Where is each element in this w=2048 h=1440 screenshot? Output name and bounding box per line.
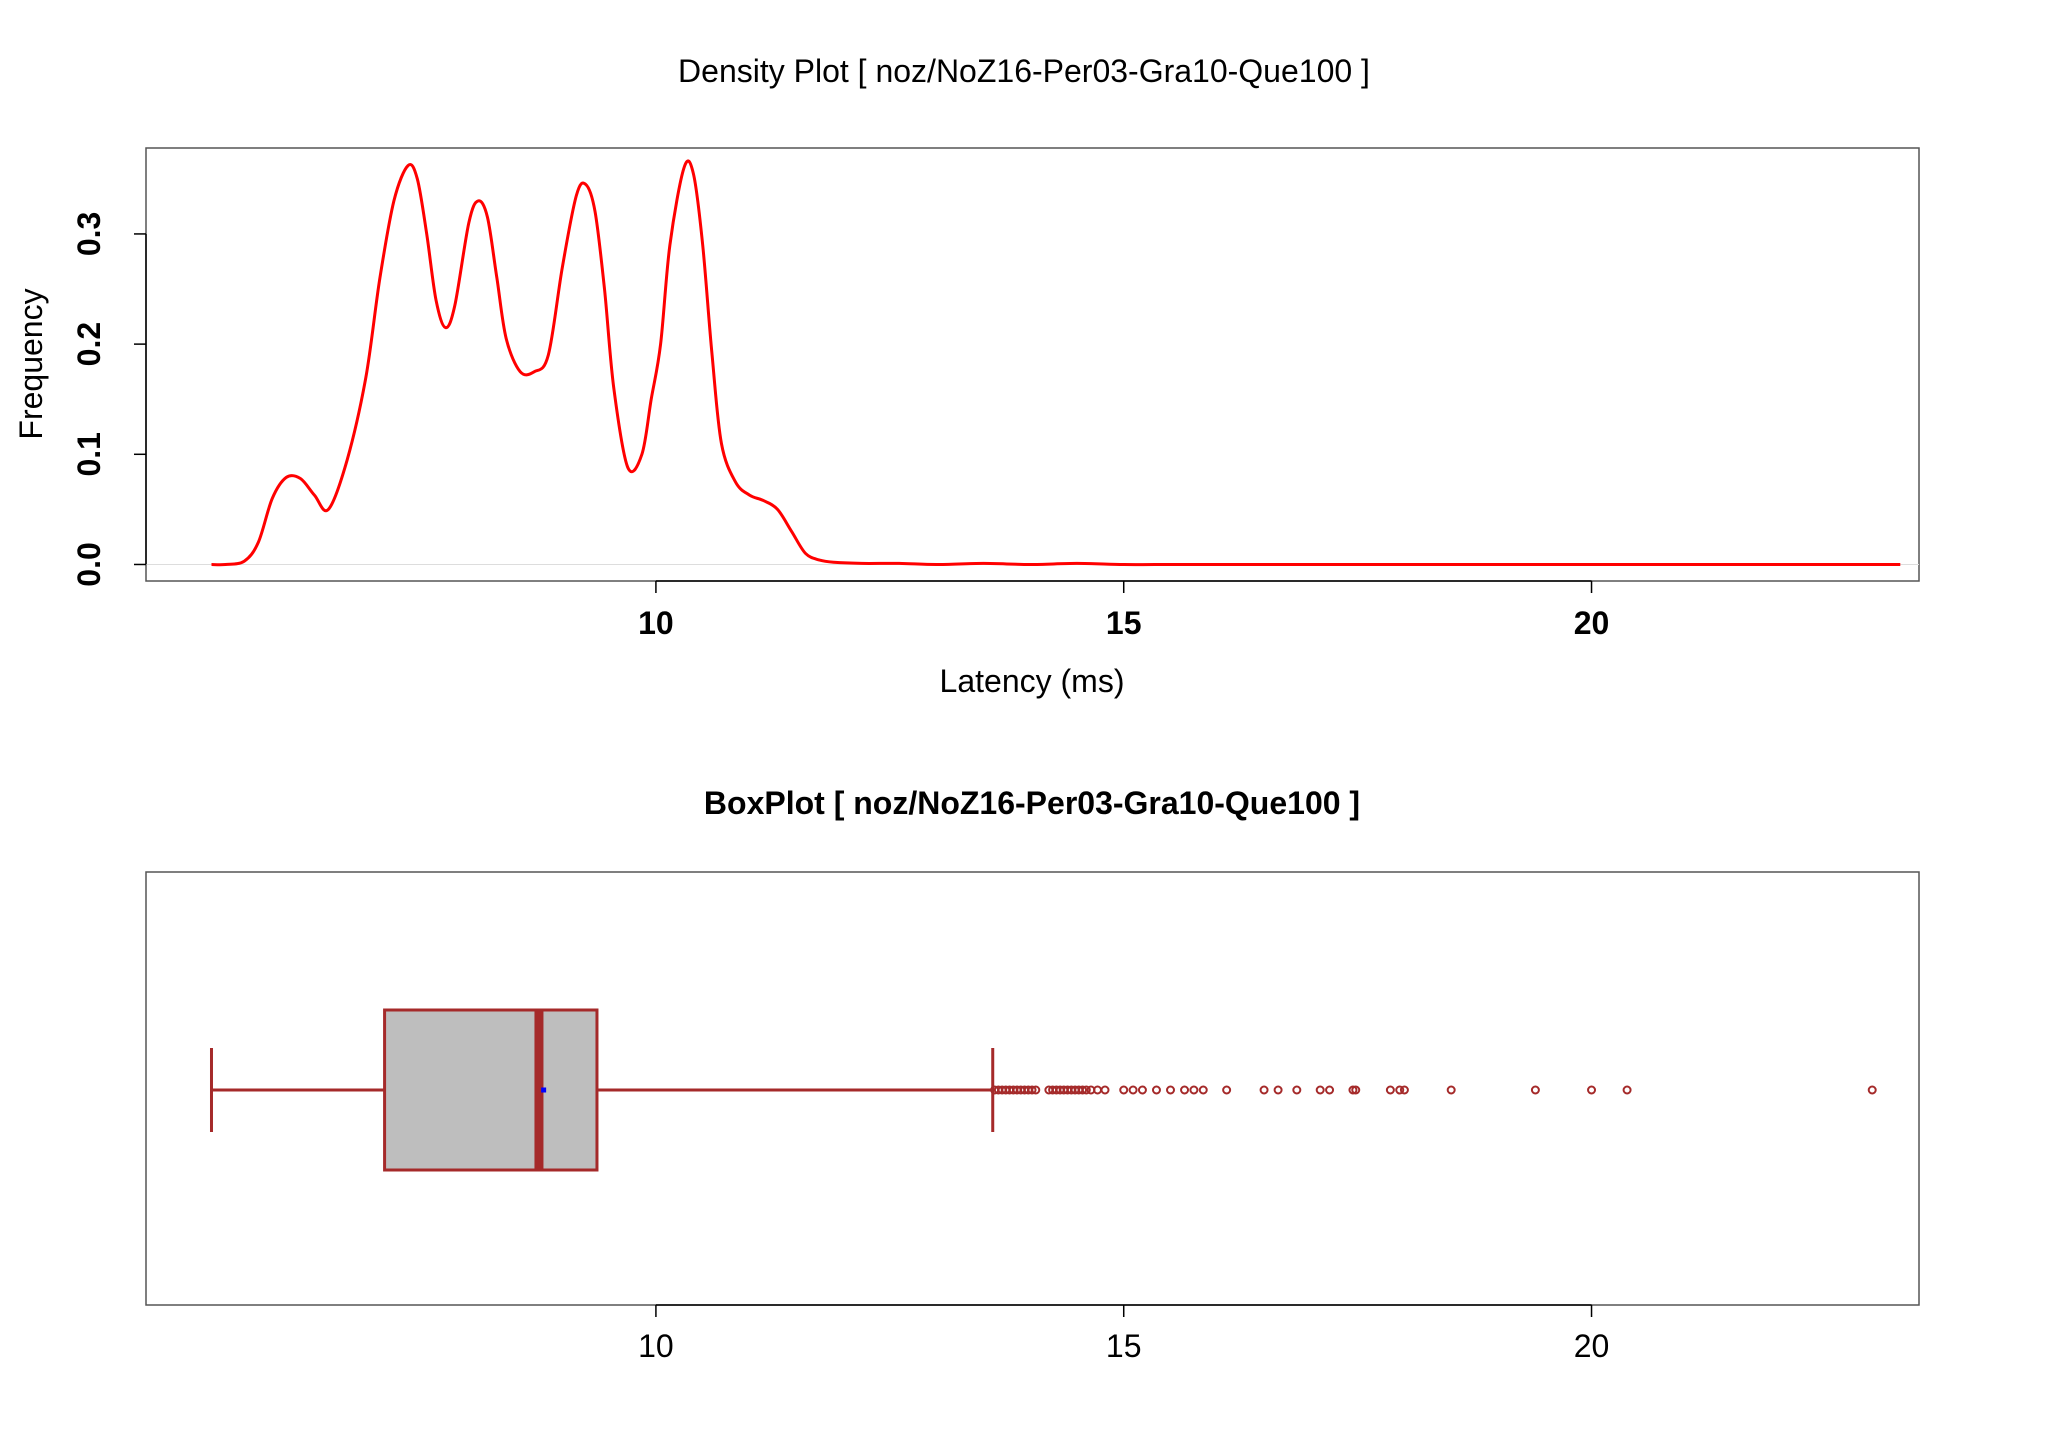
iqr-box bbox=[383, 1008, 599, 1172]
outlier-point bbox=[1166, 1085, 1176, 1095]
outlier-point bbox=[1351, 1085, 1361, 1095]
outlier-point bbox=[1078, 1085, 1088, 1095]
box-x-tick-label: 20 bbox=[1574, 1328, 1610, 1364]
density-x-tick-label: 10 bbox=[638, 605, 674, 641]
outlier-point bbox=[1325, 1085, 1335, 1095]
outlier-point bbox=[1128, 1085, 1138, 1095]
outlier-point bbox=[1031, 1085, 1041, 1095]
outlier-point bbox=[1222, 1085, 1232, 1095]
outlier-point bbox=[1119, 1085, 1129, 1095]
outlier-point bbox=[1385, 1085, 1395, 1095]
density-y-ticks: 0.0 0.1 0.2 0.3 bbox=[71, 212, 146, 587]
density-x-tick-label: 15 bbox=[1106, 605, 1142, 641]
density-plot-frame bbox=[145, 147, 1920, 582]
density-y-axis-label: Frequency bbox=[13, 288, 49, 439]
outlier-point bbox=[1100, 1085, 1110, 1095]
box-outliers bbox=[990, 1085, 1877, 1095]
outlier-point bbox=[1198, 1085, 1208, 1095]
density-y-tick-label: 0.1 bbox=[71, 432, 107, 476]
density-y-tick-label: 0.2 bbox=[71, 322, 107, 366]
density-y-tick-label: 0.0 bbox=[71, 542, 107, 586]
outlier-point bbox=[1315, 1085, 1325, 1095]
outlier-point bbox=[1446, 1085, 1456, 1095]
outlier-point bbox=[1292, 1085, 1302, 1095]
outlier-point bbox=[1399, 1085, 1409, 1095]
density-x-ticks: 10 15 20 bbox=[638, 581, 1609, 641]
density-y-tick-label: 0.3 bbox=[71, 212, 107, 256]
box-x-tick-label: 15 bbox=[1106, 1328, 1142, 1364]
outlier-point bbox=[1189, 1085, 1199, 1095]
density-x-axis-label: Latency (ms) bbox=[940, 663, 1125, 699]
outlier-point bbox=[1137, 1085, 1147, 1095]
outlier-point bbox=[1867, 1085, 1877, 1095]
density-plot-title: Density Plot [ noz/NoZ16-Per03-Gra10-Que… bbox=[678, 53, 1370, 89]
box-plot: BoxPlot [ noz/NoZ16-Per03-Gra10-Que100 ]… bbox=[145, 785, 1920, 1364]
outlier-point bbox=[1530, 1085, 1540, 1095]
outlier-point bbox=[1180, 1085, 1190, 1095]
outlier-point bbox=[1027, 1085, 1037, 1095]
outlier-point bbox=[1395, 1085, 1405, 1095]
density-curve bbox=[211, 159, 1901, 567]
outlier-point bbox=[1587, 1085, 1597, 1095]
box-x-tick-label: 10 bbox=[638, 1328, 674, 1364]
outlier-point bbox=[1081, 1085, 1091, 1095]
outlier-point bbox=[1622, 1085, 1632, 1095]
density-x-tick-label: 20 bbox=[1574, 605, 1610, 641]
box-x-ticks: 10 15 20 bbox=[638, 1305, 1609, 1364]
box-elements bbox=[209, 1008, 995, 1172]
outlier-point bbox=[1151, 1085, 1161, 1095]
mean-marker bbox=[541, 1087, 547, 1093]
box-plot-title: BoxPlot [ noz/NoZ16-Per03-Gra10-Que100 ] bbox=[704, 785, 1360, 821]
outlier-point bbox=[1273, 1085, 1283, 1095]
density-plot: Density Plot [ noz/NoZ16-Per03-Gra10-Que… bbox=[13, 53, 1920, 699]
outlier-point bbox=[1259, 1085, 1269, 1095]
